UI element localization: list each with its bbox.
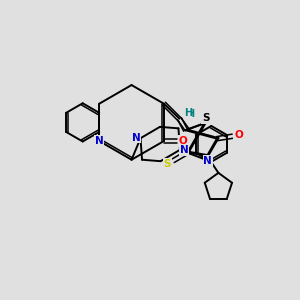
Text: S: S (164, 159, 171, 169)
Text: S: S (202, 113, 209, 123)
Text: N: N (203, 156, 212, 166)
Text: H: H (184, 108, 192, 118)
Text: N: N (95, 136, 103, 146)
Text: O: O (178, 136, 187, 146)
Text: N: N (95, 136, 103, 146)
Text: H: H (186, 109, 194, 118)
Text: N: N (180, 146, 189, 155)
Text: O: O (234, 130, 243, 140)
Text: N: N (132, 133, 140, 142)
